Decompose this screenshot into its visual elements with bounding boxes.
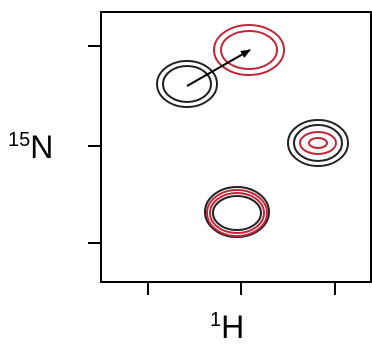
shift-arrow — [186, 49, 251, 87]
ticks — [88, 45, 336, 295]
x-label-base: H — [221, 309, 244, 345]
plot-frame — [100, 11, 372, 283]
x-axis-label: 1H — [210, 309, 244, 345]
y-axis-label: 15N — [8, 129, 53, 165]
x-label-superscript: 1 — [210, 309, 221, 331]
y-label-superscript: 15 — [8, 129, 30, 151]
y-label-base: N — [30, 129, 53, 165]
contours — [156, 24, 349, 238]
